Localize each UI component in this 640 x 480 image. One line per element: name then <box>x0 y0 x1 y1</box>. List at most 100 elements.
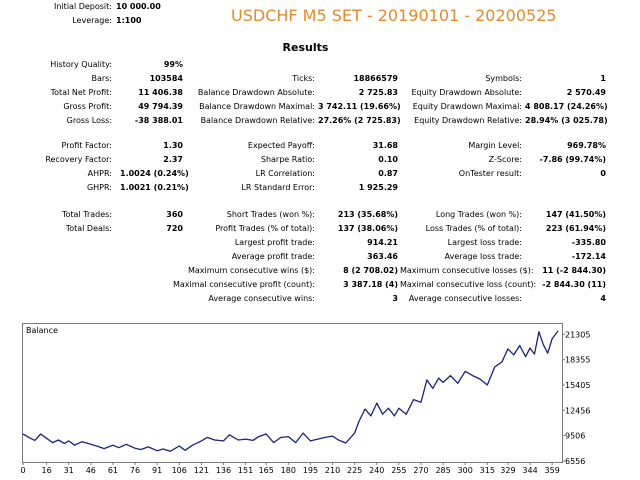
x-tick-label: 315 <box>480 466 495 475</box>
short-trades-value: 213 (35.68%) <box>337 210 398 219</box>
y-tick-label: 6556 <box>565 457 585 466</box>
x-tick-label: 359 <box>545 466 560 475</box>
x-tick-label: 0 <box>20 466 25 475</box>
initial-deposit-label: Initial Deposit: <box>54 2 112 11</box>
recovery-factor-value: 2.37 <box>163 155 183 164</box>
margin-level-value: 969.78% <box>567 141 606 150</box>
max-consecutive-wins-value: 8 (2 708.02) <box>343 266 398 275</box>
total-net-profit-value: 11 406.38 <box>138 88 183 97</box>
ahpr-label: AHPR: <box>87 169 112 178</box>
max-consecutive-wins-label: Maximum consecutive wins ($): <box>187 266 315 275</box>
x-tick-label: 210 <box>325 466 340 475</box>
lr-correlation-value: 0.87 <box>378 169 398 178</box>
x-tick-label: 225 <box>347 466 362 475</box>
x-tick-label: 136 <box>216 466 231 475</box>
bars-label: Bars: <box>91 74 112 83</box>
x-tick-label: 76 <box>130 466 140 475</box>
gross-profit-label: Gross Profit: <box>63 102 112 111</box>
balance-dd-relative-label: Balance Drawdown Relative: <box>200 116 315 125</box>
gross-loss-value: -38 388.01 <box>134 116 183 125</box>
long-trades-value: 147 (41.50%) <box>545 210 606 219</box>
x-tick-label: 46 <box>86 466 96 475</box>
lr-correlation-label: LR Correlation: <box>255 169 315 178</box>
equity-dd-absolute-value: 2 570.49 <box>566 88 606 97</box>
total-trades-value: 360 <box>166 210 183 219</box>
y-tick-label: 15405 <box>565 381 590 390</box>
max-consecutive-losses-label: Maximum consecutive losses ($): <box>400 266 534 275</box>
equity-dd-maximal-value: 4 808.17 (24.26%) <box>525 102 608 111</box>
x-tick-label: 151 <box>238 466 253 475</box>
x-tick-label: 31 <box>64 466 74 475</box>
expected-payoff-value: 31.68 <box>372 141 398 150</box>
average-consecutive-wins-label: Average consecutive wins: <box>208 294 315 303</box>
balance-dd-maximal-label: Balance Drawdown Maximal: <box>199 102 315 111</box>
x-tick-label: 300 <box>458 466 473 475</box>
x-tick-label: 195 <box>303 466 318 475</box>
balance-dd-absolute-label: Balance Drawdown Absolute: <box>197 88 315 97</box>
y-axis: 21305 18355 15405 12456 9506 6556 <box>562 330 590 466</box>
largest-profit-trade-label: Largest profit trade: <box>234 238 315 247</box>
largest-profit-trade-value: 914.21 <box>367 238 398 247</box>
x-tick-label: 106 <box>172 466 187 475</box>
z-score-label: Z-Score: <box>488 155 522 164</box>
x-tick-label: 285 <box>435 466 450 475</box>
equity-dd-maximal-label: Equity Drawdown Maximal: <box>412 102 522 111</box>
largest-loss-trade-value: -335.80 <box>571 238 606 247</box>
short-trades-label: Short Trades (won %): <box>226 210 315 219</box>
ontester-result-label: OnTester result: <box>458 169 522 178</box>
ontester-result-value: 0 <box>600 169 606 178</box>
maximal-consecutive-loss-value: -2 844.30 (11) <box>542 280 606 289</box>
x-tick-label: 165 <box>259 466 274 475</box>
symbols-label: Symbols: <box>485 74 522 83</box>
x-tick-label: 240 <box>369 466 384 475</box>
equity-dd-relative-value: 28.94% (3 025.78) <box>525 116 608 125</box>
average-loss-trade-label: Average loss trade: <box>444 252 522 261</box>
total-deals-label: Total Deals: <box>65 224 112 233</box>
average-profit-trade-value: 363.46 <box>367 252 398 261</box>
profit-factor-value: 1.30 <box>163 141 183 150</box>
history-quality-value: 99% <box>163 60 183 69</box>
total-trades-label: Total Trades: <box>62 210 112 219</box>
max-consecutive-losses-value: 11 (-2 844.30) <box>542 266 606 275</box>
average-loss-trade-value: -172.14 <box>571 252 606 261</box>
leverage-value: 1:100 <box>116 16 142 25</box>
symbols-value: 1 <box>600 74 606 83</box>
largest-loss-trade-label: Largest loss trade: <box>447 238 522 247</box>
average-consecutive-wins-value: 3 <box>392 294 398 303</box>
y-tick-label: 9506 <box>565 432 585 441</box>
average-profit-trade-label: Average profit trade: <box>231 252 315 261</box>
average-consecutive-losses-label: Average consecutive losses: <box>408 294 522 303</box>
gross-profit-value: 49 794.39 <box>138 102 183 111</box>
margin-level-label: Margin Level: <box>468 141 522 150</box>
results-heading: Results <box>282 41 329 54</box>
x-axis: 0 16 31 46 61 76 91 106 121 136 151 165 180 195 210 225… <box>20 462 560 475</box>
y-tick-label: 12456 <box>565 406 590 415</box>
report-title: USDCHF M5 SET - 20190101 - 20200525 <box>231 6 557 25</box>
loss-trades-value: 223 (61.94%) <box>545 224 606 233</box>
x-tick-label: 344 <box>522 466 537 475</box>
sharpe-ratio-label: Sharpe Ratio: <box>260 155 315 164</box>
loss-trades-label: Loss Trades (% of total): <box>425 224 522 233</box>
ghpr-value: 1.0021 (0.21%) <box>120 183 189 192</box>
maximal-consecutive-profit-value: 3 387.18 (4) <box>343 280 398 289</box>
history-quality-label: History Quality: <box>50 60 112 69</box>
ahpr-value: 1.0024 (0.24%) <box>120 169 189 178</box>
profit-factor-label: Profit Factor: <box>61 141 112 150</box>
expected-payoff-label: Expected Payoff: <box>247 141 315 150</box>
x-tick-label: 91 <box>152 466 162 475</box>
y-tick-label: 18355 <box>565 356 590 365</box>
long-trades-label: Long Trades (won %): <box>435 210 522 219</box>
leverage-label: Leverage: <box>72 16 112 25</box>
recovery-factor-label: Recovery Factor: <box>45 155 112 164</box>
x-tick-label: 16 <box>41 466 51 475</box>
balance-dd-relative-value: 27.26% (2 725.83) <box>318 116 401 125</box>
bars-value: 103584 <box>149 74 183 83</box>
ticks-label: Ticks: <box>292 74 315 83</box>
x-tick-label: 180 <box>281 466 296 475</box>
x-tick-label: 255 <box>391 466 406 475</box>
profit-trades-label: Profit Trades (% of total): <box>215 224 315 233</box>
average-consecutive-losses-value: 4 <box>600 294 606 303</box>
total-net-profit-label: Total Net Profit: <box>50 88 112 97</box>
equity-dd-relative-label: Equity Drawdown Relative: <box>414 116 522 125</box>
